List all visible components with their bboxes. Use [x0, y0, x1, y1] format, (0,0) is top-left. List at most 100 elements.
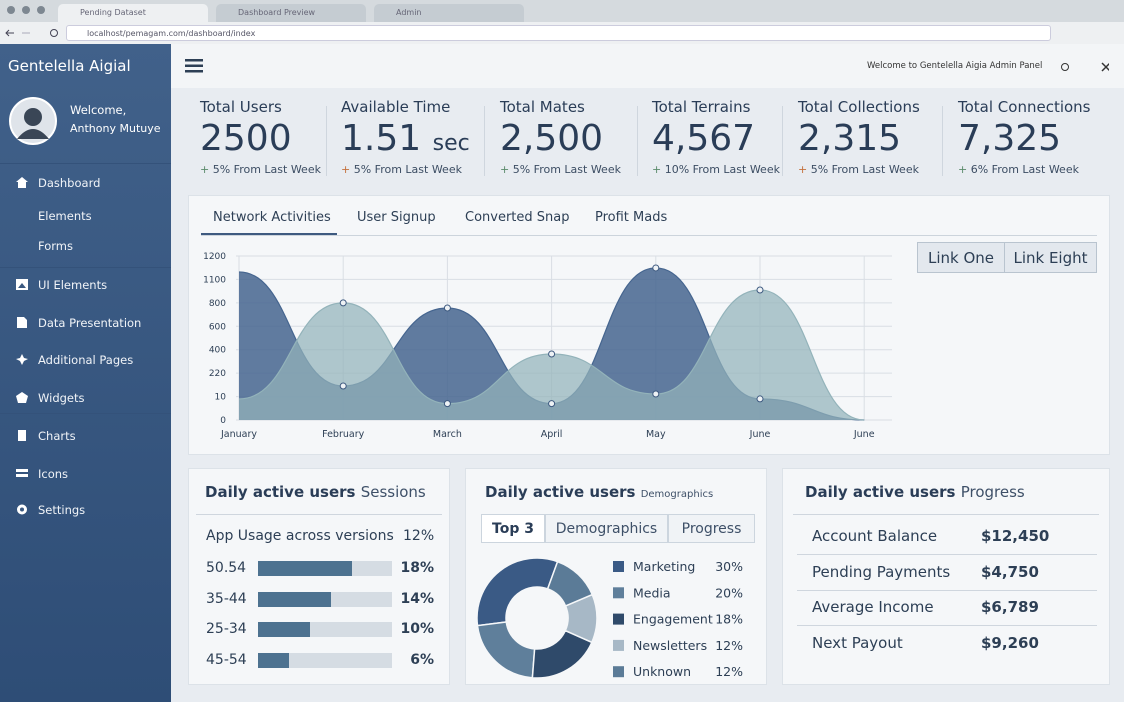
link-button[interactable]: Link Eight: [1004, 242, 1097, 273]
legend-value: 30%: [715, 559, 743, 574]
y-tick-label: 600: [209, 322, 226, 332]
usage-header: App Usage across versions: [206, 528, 394, 544]
panel-title-text: Daily active users: [205, 483, 356, 501]
bar-track: [258, 652, 392, 668]
browser-tab[interactable]: Admin: [374, 4, 524, 22]
menu-item[interactable]: Dashboard: [38, 176, 101, 190]
point: [339, 382, 347, 390]
y-tick-label: 10: [215, 393, 227, 403]
menu-icon: [17, 317, 27, 328]
panel-tab[interactable]: Network Activities: [213, 210, 331, 225]
row-label: Pending Payments: [812, 562, 951, 581]
panel-tab[interactable]: Converted Snap: [465, 210, 570, 225]
bar: [258, 591, 331, 607]
row-label: Average Income: [812, 598, 934, 616]
menu-item[interactable]: Additional Pages: [38, 353, 134, 367]
donut-segment: [476, 557, 559, 627]
stat-title: Total Connections: [958, 98, 1091, 116]
point: [443, 400, 451, 408]
panel-tab[interactable]: Demographics: [545, 514, 668, 543]
menu-item[interactable]: Settings: [38, 503, 86, 517]
user-name: Anthony Mutuye: [70, 122, 161, 135]
stat: Total Mates 2,500 + 5% From Last Week: [500, 98, 621, 176]
stat-change: + 5% From Last Week: [341, 163, 462, 176]
menu-icon: [16, 279, 28, 290]
panel-subtitle: Demographics: [640, 489, 714, 500]
nav-buttons[interactable]: [4, 27, 60, 39]
avatar: [9, 97, 57, 145]
browser-tab[interactable]: Dashboard Preview: [216, 4, 366, 22]
browser-tab-bar: Pending Dataset Dashboard Preview Admin: [0, 0, 1124, 22]
point: [756, 395, 764, 403]
y-tick-label: 400: [209, 346, 226, 356]
stat-value: 2500: [200, 118, 292, 159]
menu-item[interactable]: UI Elements: [38, 278, 108, 292]
stat-title: Total Mates: [500, 98, 585, 116]
stat-title: Available Time: [341, 98, 451, 116]
menu-item[interactable]: Forms: [38, 239, 73, 253]
stat-value: 2,315: [798, 118, 902, 159]
sessions-panel: [188, 468, 450, 685]
menu-toggle[interactable]: [185, 59, 203, 73]
stat-change: + 6% From Last Week: [958, 163, 1079, 176]
browser-tab[interactable]: Pending Dataset: [58, 4, 208, 22]
stat-value: 7,325: [958, 118, 1062, 159]
x-tick-label: April: [541, 429, 563, 440]
legend-swatch: [613, 587, 624, 599]
panel-tab[interactable]: Progress: [668, 514, 755, 543]
point: [548, 350, 556, 358]
header-icons[interactable]: [1059, 61, 1109, 73]
panel-tab[interactable]: Top 3: [481, 514, 545, 543]
menu-item[interactable]: Icons: [38, 467, 69, 481]
stat: Total Users 2500 + 5% From Last Week: [200, 98, 321, 176]
stat-title: Total Collections: [798, 98, 920, 116]
menu-icon: [16, 392, 28, 403]
menu-item[interactable]: Widgets: [38, 391, 85, 405]
panel-tab[interactable]: User Signup: [357, 210, 436, 225]
progress-panel: [782, 468, 1110, 685]
menu-icon: [16, 354, 28, 365]
usage-value: 10%: [400, 621, 434, 637]
row-label: Next Payout: [812, 633, 903, 652]
menu-item[interactable]: Data Presentation: [38, 316, 142, 330]
sidebar: Gentelella Aigial Welcome, Anthony Mutuy…: [0, 44, 171, 702]
url-field[interactable]: localhost/pemagam.com/dashboard/index: [66, 25, 1051, 41]
header-notice: Welcome to Gentelella Aigia Admin Panel: [867, 61, 1043, 71]
y-tick-label: 1200: [203, 252, 226, 262]
row-value: $12,450: [981, 527, 1050, 545]
point: [652, 264, 660, 272]
link-button[interactable]: Link One: [917, 242, 1005, 273]
stat: Available Time 1.51 sec + 5% From Last Wee…: [341, 98, 470, 176]
menu-item[interactable]: Elements: [38, 209, 92, 223]
bar: [258, 652, 290, 668]
usage-label: 35-44: [206, 590, 247, 607]
panel-tab[interactable]: Profit Mads: [595, 210, 668, 225]
stat-number: 1.51: [341, 118, 422, 159]
legend-label: Marketing: [633, 559, 695, 574]
y-tick-label: 220: [209, 369, 226, 379]
area-chart: 0 10 220 400 600 800 1100 1200 January February Ma…: [203, 252, 892, 440]
brand[interactable]: Gentelella Aigial: [8, 57, 131, 75]
legend-label: Engagement: [633, 612, 713, 627]
row-divider: [797, 625, 1097, 626]
usage-label: 45-54: [206, 651, 247, 668]
row-divider: [797, 589, 1097, 591]
stat-change: + 5% From Last Week: [798, 163, 919, 176]
x-tick-label: January: [220, 429, 257, 440]
y-tick-label: 800: [209, 299, 226, 309]
menu-item[interactable]: Charts: [38, 429, 76, 443]
row-value: $6,789: [981, 598, 1039, 616]
stat-change-text: 6% From Last Week: [970, 163, 1079, 176]
donut-chart: Marketing 30% Media 20%Engagement 18% Newslet…: [476, 557, 743, 679]
legend-label: Media: [633, 585, 671, 600]
legend-label: Newsletters: [633, 638, 707, 653]
usage-label: 50.54: [206, 560, 247, 576]
top-bar: Welcome to Gentelella Aigia Admin Panel: [171, 44, 1124, 88]
row-value: $9,260: [981, 633, 1039, 652]
usage-value: 14%: [400, 590, 434, 607]
window-controls: [7, 6, 45, 14]
stat: Total Terrains 4,567 + 10% From Last Week: [652, 98, 780, 176]
point: [756, 286, 764, 294]
